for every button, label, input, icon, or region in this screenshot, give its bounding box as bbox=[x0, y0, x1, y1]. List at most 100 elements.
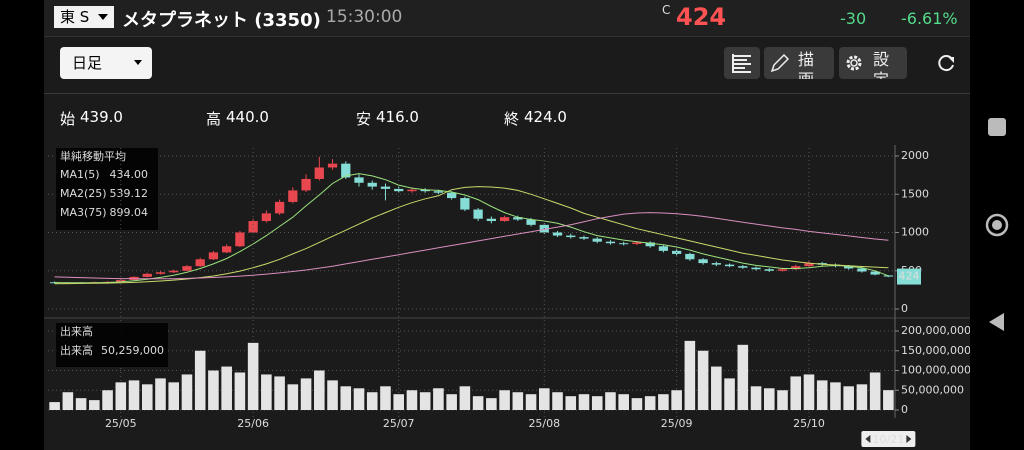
x-tick-label: 25/10 bbox=[793, 417, 825, 430]
candle-body bbox=[327, 163, 338, 168]
candle-body bbox=[764, 269, 774, 271]
change-pct: -6.61% bbox=[901, 9, 958, 28]
summary-label: 出来高 bbox=[60, 343, 93, 357]
volume-bar bbox=[790, 376, 802, 410]
candle-body bbox=[777, 269, 788, 271]
gear-icon bbox=[846, 55, 862, 71]
volume-bar bbox=[552, 392, 563, 410]
candle-body bbox=[248, 221, 258, 233]
summary-value: 50,259,000 bbox=[101, 344, 164, 357]
indicator-button[interactable] bbox=[724, 47, 760, 79]
candle-body bbox=[367, 182, 377, 187]
candle-body bbox=[433, 191, 444, 193]
volume-bar bbox=[750, 386, 762, 410]
nav-home[interactable] bbox=[985, 213, 1009, 237]
ohlc-value: 439.0 bbox=[80, 108, 123, 126]
period-select[interactable]: 日足 bbox=[60, 47, 152, 79]
volume-bar bbox=[261, 374, 272, 410]
volume-bar bbox=[856, 384, 868, 410]
volume-bar bbox=[605, 392, 616, 410]
stock-name: メタプラネット (3350) bbox=[122, 10, 321, 31]
candle-body bbox=[870, 271, 880, 275]
volume-bar bbox=[631, 398, 643, 410]
ohlc-label: 安 bbox=[356, 110, 372, 128]
candle-body bbox=[724, 264, 735, 267]
volume-bar bbox=[591, 396, 603, 410]
candle-body bbox=[632, 242, 642, 244]
candle-body bbox=[354, 177, 364, 183]
candle-body bbox=[274, 201, 285, 214]
candle-body bbox=[142, 273, 152, 277]
volume-bar bbox=[472, 396, 484, 410]
nav-back[interactable] bbox=[989, 313, 1004, 331]
ma-line bbox=[54, 212, 889, 280]
candle-body bbox=[288, 190, 298, 202]
nav-recent[interactable] bbox=[988, 118, 1006, 136]
candle-body bbox=[619, 243, 629, 245]
volume-bar bbox=[538, 388, 550, 410]
y-tick-label: 1000 bbox=[901, 226, 929, 239]
ohlc-value: 416.0 bbox=[376, 108, 419, 126]
candle-body bbox=[513, 217, 523, 220]
price-tag bbox=[897, 268, 921, 285]
volume-bar bbox=[433, 388, 444, 410]
cursor-arrow-left bbox=[865, 435, 871, 443]
candle-body bbox=[883, 275, 894, 277]
volume-bar bbox=[274, 376, 285, 410]
candle-body bbox=[261, 213, 271, 222]
volume-bar bbox=[181, 374, 193, 410]
volume-bar bbox=[525, 394, 537, 410]
legend-box bbox=[56, 323, 168, 367]
candle-body bbox=[420, 189, 430, 192]
x-tick-label: 25/06 bbox=[237, 417, 269, 430]
y-tick-label: 150,000,000 bbox=[901, 344, 971, 357]
volume-bar bbox=[287, 384, 299, 410]
volume-bar bbox=[234, 372, 246, 410]
volume-bar bbox=[194, 350, 206, 410]
volume-bar bbox=[446, 394, 457, 410]
volume-bar bbox=[697, 350, 709, 410]
volume-bar bbox=[512, 392, 524, 410]
y-tick-label: 50,000,000 bbox=[901, 383, 964, 396]
volume-bar bbox=[300, 378, 312, 410]
volume-bar bbox=[314, 370, 325, 410]
volume-bar bbox=[843, 386, 854, 410]
exchange-select[interactable]: 東 S bbox=[54, 6, 114, 28]
change: -30 bbox=[840, 9, 867, 28]
price-flag: C bbox=[662, 3, 671, 17]
candle-body bbox=[526, 219, 536, 225]
panel-title: 出来高 bbox=[60, 324, 93, 338]
volume-bar bbox=[128, 380, 140, 410]
volume-bar bbox=[830, 382, 841, 410]
volume-bar bbox=[102, 390, 113, 410]
volume-bar bbox=[353, 388, 365, 410]
draw-button[interactable]: 描画 bbox=[764, 47, 834, 79]
candle-body bbox=[579, 237, 589, 239]
volume-bar bbox=[208, 370, 219, 410]
candle-body bbox=[447, 192, 457, 199]
volume-bar bbox=[141, 384, 153, 410]
volume-bar bbox=[459, 386, 471, 410]
candle-body bbox=[592, 238, 602, 242]
separator bbox=[44, 93, 970, 94]
candle-body bbox=[235, 232, 245, 247]
volume-bar bbox=[869, 372, 881, 410]
candle-body bbox=[169, 270, 179, 273]
volume-bar bbox=[578, 394, 590, 410]
nav-home-dot bbox=[992, 220, 1002, 230]
candle-body bbox=[380, 186, 391, 189]
volume-bar bbox=[803, 374, 815, 410]
ohlc-label: 始 bbox=[60, 110, 76, 128]
volume-bar bbox=[49, 402, 60, 410]
candle-body bbox=[394, 188, 404, 192]
y-tick-label: 0 bbox=[901, 302, 908, 315]
settings-button[interactable]: 設定 bbox=[839, 47, 907, 79]
ohlc-value: 424.0 bbox=[524, 108, 567, 126]
candle-body bbox=[685, 253, 695, 260]
x-tick-label: 25/09 bbox=[661, 417, 693, 430]
reload-button[interactable] bbox=[934, 51, 958, 75]
settings-label: 設定 bbox=[873, 50, 890, 79]
volume-bar bbox=[618, 394, 629, 410]
candle-body bbox=[844, 266, 854, 269]
candle-body bbox=[222, 246, 232, 253]
